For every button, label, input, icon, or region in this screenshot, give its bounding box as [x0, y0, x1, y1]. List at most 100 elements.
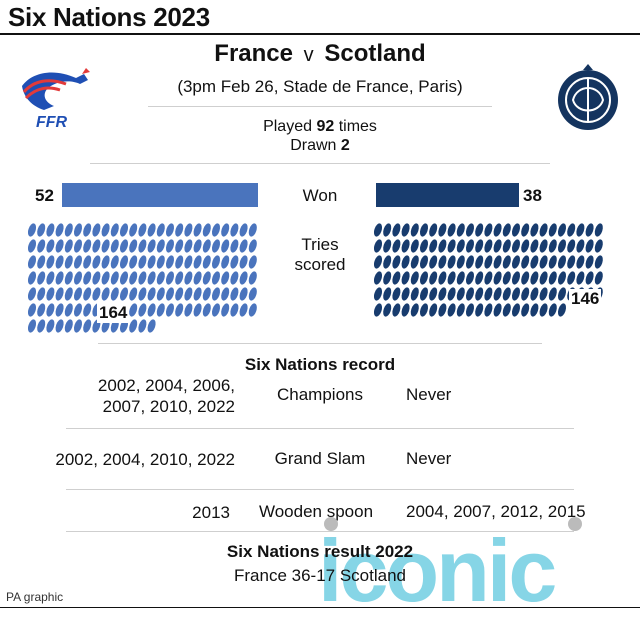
- wooden-spoon-label: Wooden spoon: [258, 502, 374, 521]
- try-ball-icon: [193, 239, 202, 253]
- result-score: France 36-17 Scotland: [234, 566, 406, 585]
- divider: [66, 531, 574, 532]
- try-ball-icon: [27, 239, 37, 253]
- title-divider: [0, 33, 640, 35]
- try-ball-icon: [64, 271, 73, 285]
- try-ball-icon: [239, 303, 248, 317]
- try-ball-icon: [530, 223, 539, 237]
- try-ball-icon: [530, 303, 539, 317]
- try-ball-icon: [138, 319, 147, 333]
- away-wins-bar: [376, 183, 519, 207]
- try-ball-icon: [92, 223, 101, 237]
- try-ball-icon: [83, 319, 92, 333]
- try-ball-icon: [202, 303, 211, 317]
- try-ball-icon: [438, 255, 447, 269]
- try-ball-icon: [401, 223, 410, 237]
- try-ball-icon: [594, 271, 603, 285]
- try-ball-icon: [475, 223, 484, 237]
- try-ball-icon: [475, 255, 484, 269]
- try-ball-icon: [37, 303, 46, 317]
- try-ball-icon: [248, 287, 257, 301]
- try-ball-icon: [429, 287, 438, 301]
- try-ball-icon: [193, 287, 202, 301]
- try-ball-icon: [156, 223, 165, 237]
- try-ball-icon: [37, 319, 46, 333]
- champions-years: 2002, 2004, 2006, 2007, 2010, 2022: [0, 375, 235, 417]
- try-ball-icon: [165, 255, 175, 269]
- away-team-name: Scotland: [324, 40, 426, 67]
- try-ball-icon: [383, 303, 392, 317]
- try-ball-icon: [557, 287, 567, 301]
- try-ball-icon: [27, 287, 37, 301]
- try-ball-icon: [475, 271, 484, 285]
- try-ball-icon: [92, 255, 101, 269]
- try-ball-icon: [64, 255, 73, 269]
- try-ball-icon: [46, 223, 55, 237]
- try-ball-icon: [138, 255, 147, 269]
- try-ball-icon: [511, 271, 521, 285]
- played-suffix: times: [338, 118, 377, 135]
- try-ball-icon: [383, 255, 392, 269]
- try-ball-icon: [539, 255, 548, 269]
- home-tries-value: 164: [97, 303, 130, 323]
- try-ball-icon: [248, 223, 257, 237]
- try-ball-icon: [548, 255, 557, 269]
- divider: [66, 489, 574, 490]
- try-ball-icon: [557, 239, 567, 253]
- try-ball-icon: [156, 271, 165, 285]
- try-ball-icon: [46, 239, 55, 253]
- try-ball-icon: [64, 239, 73, 253]
- try-ball-icon: [419, 271, 429, 285]
- try-ball-icon: [410, 255, 419, 269]
- try-ball-icon: [410, 239, 419, 253]
- try-ball-icon: [585, 271, 594, 285]
- try-ball-icon: [465, 287, 475, 301]
- try-ball-icon: [410, 271, 419, 285]
- try-ball-icon: [101, 255, 110, 269]
- try-ball-icon: [193, 223, 202, 237]
- try-ball-icon: [456, 287, 465, 301]
- try-ball-icon: [110, 255, 119, 269]
- try-ball-icon: [37, 271, 46, 285]
- try-ball-icon: [248, 271, 257, 285]
- try-ball-icon: [138, 271, 147, 285]
- wooden-spoon-years: 2013: [192, 503, 230, 522]
- try-ball-icon: [521, 303, 530, 317]
- try-ball-icon: [129, 319, 138, 333]
- try-ball-icon: [438, 239, 447, 253]
- try-ball-icon: [576, 239, 585, 253]
- try-ball-icon: [119, 239, 129, 253]
- try-ball-icon: [557, 303, 567, 317]
- rooster-icon: [22, 68, 90, 110]
- try-ball-icon: [147, 319, 156, 333]
- try-ball-icon: [119, 255, 129, 269]
- try-ball-icon: [211, 239, 221, 253]
- try-ball-icon: [73, 303, 83, 317]
- try-ball-icon: [175, 239, 184, 253]
- try-ball-icon: [175, 255, 184, 269]
- try-ball-icon: [502, 303, 511, 317]
- matchup-heading: France v Scotland: [0, 40, 640, 68]
- try-ball-icon: [184, 271, 193, 285]
- home-tries-dots: [27, 222, 260, 333]
- try-ball-icon: [585, 239, 594, 253]
- try-ball-icon: [447, 223, 456, 237]
- match-details: (3pm Feb 26, Stade de France, Paris): [177, 77, 463, 96]
- try-ball-icon: [46, 319, 55, 333]
- try-ball-icon: [447, 287, 456, 301]
- home-wins-bar: [62, 183, 258, 207]
- try-ball-icon: [156, 255, 165, 269]
- try-ball-icon: [55, 223, 64, 237]
- try-ball-icon: [484, 239, 493, 253]
- try-ball-icon: [373, 271, 383, 285]
- try-ball-icon: [129, 287, 138, 301]
- try-ball-icon: [175, 223, 184, 237]
- home-wins-value: 52: [35, 186, 54, 205]
- try-ball-icon: [83, 239, 92, 253]
- try-ball-icon: [465, 271, 475, 285]
- try-ball-icon: [129, 255, 138, 269]
- try-ball-icon: [539, 271, 548, 285]
- try-ball-icon: [465, 255, 475, 269]
- try-ball-icon: [585, 255, 594, 269]
- try-ball-icon: [438, 287, 447, 301]
